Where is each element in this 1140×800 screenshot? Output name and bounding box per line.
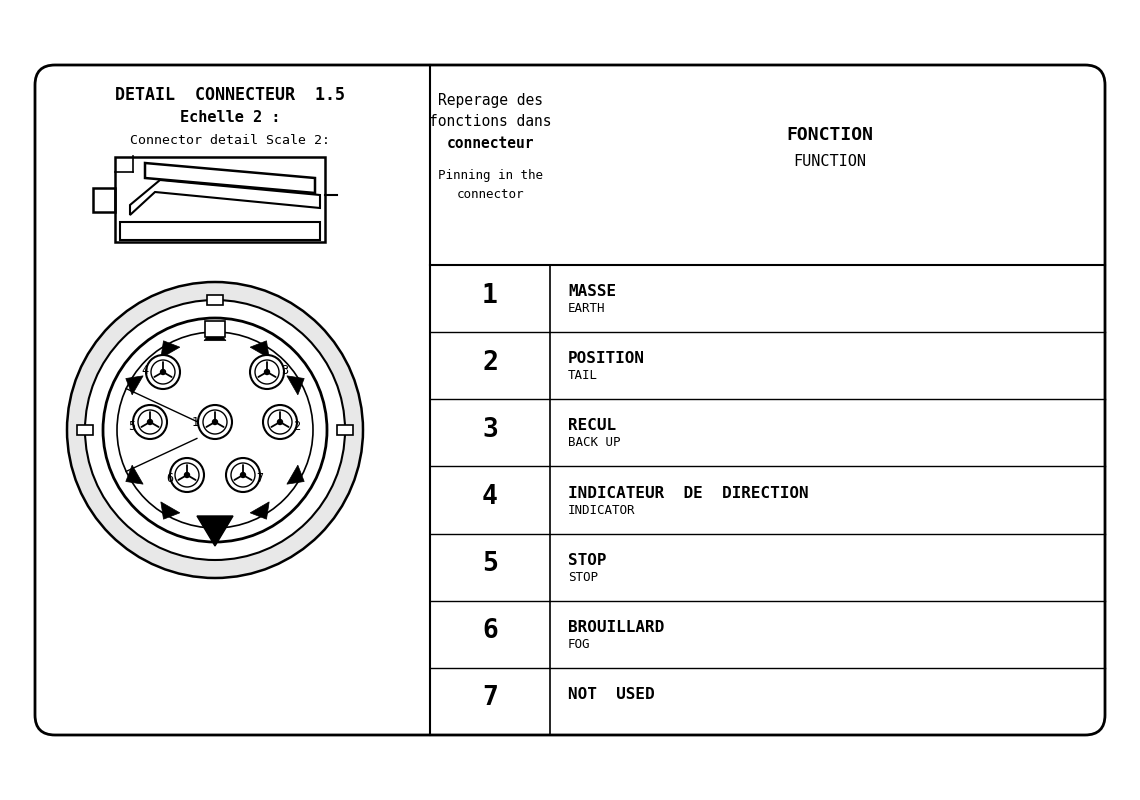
Text: 6: 6 (166, 471, 173, 485)
Circle shape (277, 419, 283, 425)
Polygon shape (125, 465, 144, 484)
Circle shape (67, 282, 363, 578)
Text: 5: 5 (129, 419, 136, 433)
Circle shape (147, 419, 153, 425)
Circle shape (264, 370, 269, 374)
Bar (205, 321, 225, 337)
Circle shape (161, 370, 165, 374)
Text: DETAIL  CONNECTEUR  1.5: DETAIL CONNECTEUR 1.5 (115, 86, 345, 104)
Text: 1: 1 (192, 415, 198, 429)
Circle shape (86, 300, 345, 560)
Bar (120, 222, 320, 240)
Text: fonctions dans: fonctions dans (429, 114, 552, 130)
Circle shape (133, 405, 166, 439)
Text: 2: 2 (482, 350, 498, 376)
Text: MASSE: MASSE (568, 284, 616, 299)
Text: 5: 5 (482, 551, 498, 577)
Text: POSITION: POSITION (568, 351, 645, 366)
Text: INDICATEUR  DE  DIRECTION: INDICATEUR DE DIRECTION (568, 486, 808, 501)
Text: FOG: FOG (568, 638, 591, 650)
Text: BACK UP: BACK UP (568, 436, 620, 450)
Text: BROUILLARD: BROUILLARD (568, 620, 665, 634)
Polygon shape (204, 327, 226, 341)
Polygon shape (161, 502, 180, 519)
Text: FUNCTION: FUNCTION (793, 154, 866, 170)
Text: Reperage des: Reperage des (438, 93, 543, 107)
Polygon shape (250, 502, 269, 519)
Text: STOP: STOP (568, 553, 606, 568)
Circle shape (103, 318, 327, 542)
Bar (93, 188, 115, 212)
Text: INDICATOR: INDICATOR (568, 503, 635, 517)
Bar (115, 157, 325, 242)
Circle shape (170, 458, 204, 492)
Polygon shape (125, 376, 144, 395)
Polygon shape (250, 341, 269, 358)
Circle shape (250, 355, 284, 389)
Polygon shape (287, 465, 304, 484)
Circle shape (198, 405, 233, 439)
Text: FONCTION: FONCTION (787, 126, 873, 144)
Text: NOT  USED: NOT USED (568, 687, 654, 702)
Circle shape (263, 405, 298, 439)
Polygon shape (287, 376, 304, 395)
Text: 7: 7 (256, 471, 263, 485)
Polygon shape (161, 341, 180, 358)
Text: Pinning in the: Pinning in the (438, 169, 543, 182)
Text: TAIL: TAIL (568, 370, 598, 382)
Text: Echelle 2 :: Echelle 2 : (180, 110, 280, 126)
Text: EARTH: EARTH (568, 302, 605, 315)
Polygon shape (197, 516, 233, 546)
Circle shape (226, 458, 260, 492)
Text: 2: 2 (293, 419, 301, 433)
Text: 3: 3 (482, 417, 498, 443)
Text: RECUL: RECUL (568, 418, 616, 434)
Text: 7: 7 (482, 686, 498, 711)
Circle shape (241, 473, 245, 478)
Text: 4: 4 (482, 484, 498, 510)
Bar (207, 295, 223, 305)
Text: 4: 4 (141, 363, 148, 377)
Circle shape (185, 473, 189, 478)
Text: 1: 1 (482, 282, 498, 309)
Circle shape (146, 355, 180, 389)
Text: 3: 3 (282, 363, 288, 377)
Text: Connector detail Scale 2:: Connector detail Scale 2: (130, 134, 329, 146)
Text: 6: 6 (482, 618, 498, 644)
Circle shape (212, 419, 218, 425)
Bar (337, 425, 353, 435)
Bar (78, 425, 93, 435)
Text: STOP: STOP (568, 570, 598, 584)
Text: connecteur: connecteur (446, 137, 534, 151)
Polygon shape (204, 519, 226, 533)
Text: connector: connector (456, 187, 523, 201)
FancyBboxPatch shape (35, 65, 1105, 735)
